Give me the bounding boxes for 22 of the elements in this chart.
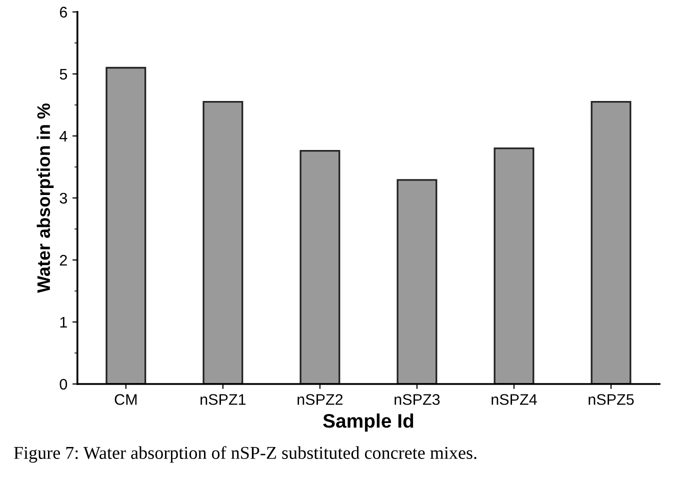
caption: Figure 7: Water absorption of nSP-Z substituted concrete mixes. [14, 446, 476, 463]
bar [396, 179, 438, 384]
y-tick-label: 2 [60, 254, 67, 266]
bar [202, 101, 244, 384]
x-axis-title: Sample Id [323, 414, 414, 432]
y-tick-label: 6 [60, 6, 67, 18]
x-tick-label: nSPZ1 [200, 394, 246, 405]
x-tick-label: CM [114, 394, 137, 405]
y-tick-label: 1 [60, 317, 67, 328]
bar [494, 148, 534, 384]
bar [590, 101, 632, 384]
x-tick-label: nSPZ3 [394, 394, 440, 405]
bar [106, 66, 146, 384]
x-tick-label: nSPZ5 [588, 394, 634, 405]
y-tick-label: 3 [60, 192, 67, 204]
y-axis-title: Water absorption in % [36, 103, 54, 293]
bar [300, 150, 340, 384]
y-tick-label: 0 [60, 378, 68, 390]
x-tick-label: nSPZ2 [298, 394, 343, 405]
y-tick-label: 4 [60, 130, 68, 142]
x-tick-label: nSPZ4 [492, 394, 537, 405]
y-tick-label: 5 [60, 68, 68, 80]
